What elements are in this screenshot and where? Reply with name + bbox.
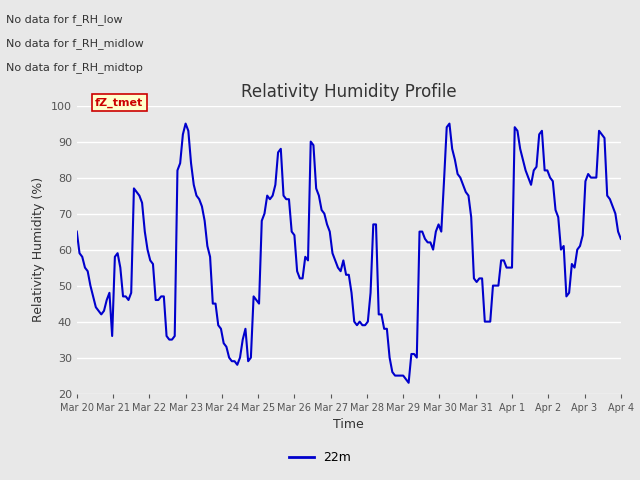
Title: Relativity Humidity Profile: Relativity Humidity Profile [241,83,456,101]
Text: fZ_tmet: fZ_tmet [95,97,143,108]
Y-axis label: Relativity Humidity (%): Relativity Humidity (%) [33,177,45,322]
Text: No data for f_RH_midlow: No data for f_RH_midlow [6,38,144,49]
Text: No data for f_RH_low: No data for f_RH_low [6,14,123,25]
Legend: 22m: 22m [284,446,356,469]
X-axis label: Time: Time [333,418,364,431]
Text: No data for f_RH_midtop: No data for f_RH_midtop [6,62,143,73]
